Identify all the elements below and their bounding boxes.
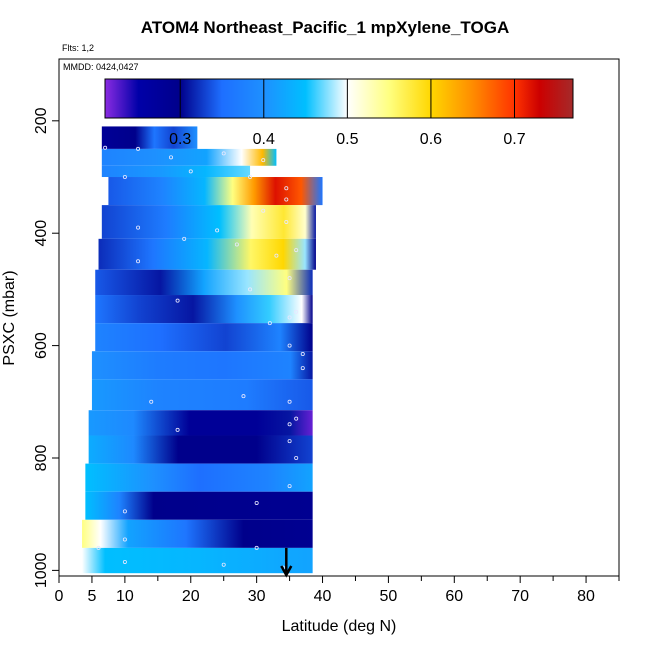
sample-point xyxy=(168,155,173,160)
sample-point xyxy=(300,366,305,371)
heatmap-row xyxy=(101,126,198,149)
sample-point xyxy=(300,352,305,357)
y-tick-label: 1000 xyxy=(33,552,50,588)
flights-label: Flts: 1,2 xyxy=(62,43,95,53)
heatmap-row xyxy=(98,238,316,270)
latitude-arrow xyxy=(280,547,293,578)
heatmap-row xyxy=(101,205,316,239)
sample-point xyxy=(122,559,127,564)
x-axis: 0 5 10 20 30 40 50 60 70 80 xyxy=(55,576,620,605)
chart-title: ATOM4 Northeast_Pacific_1 mpXylene_TOGA xyxy=(140,18,510,37)
sample-point xyxy=(284,219,289,224)
sample-point xyxy=(261,158,266,163)
heatmap-layer xyxy=(82,126,323,574)
x-tick-label: 80 xyxy=(577,588,595,605)
sample-point xyxy=(122,175,127,180)
colorbar-gradient xyxy=(104,78,574,119)
sample-point xyxy=(188,169,193,174)
heatmap-row xyxy=(88,410,313,436)
x-tick-label: 50 xyxy=(380,588,398,605)
x-tick-label: 70 xyxy=(511,588,529,605)
sample-point xyxy=(122,537,127,542)
colorbar-tick-label: 0.6 xyxy=(420,131,442,148)
heatmap-row xyxy=(101,148,277,166)
y-tick-label: 800 xyxy=(33,445,50,472)
sample-point xyxy=(175,427,180,432)
heatmap-row xyxy=(101,165,251,178)
sample-point xyxy=(287,484,292,489)
sample-point xyxy=(284,186,289,191)
colorbar-tick-label: 0.3 xyxy=(169,131,191,148)
y-axis: 200 400 600 800 1000 xyxy=(33,107,59,588)
sample-point xyxy=(103,145,108,150)
dates-label: MMDD: 0424,0427 xyxy=(63,62,139,72)
sample-points-layer xyxy=(96,145,305,570)
x-tick-label: 60 xyxy=(445,588,463,605)
sample-point xyxy=(294,248,299,253)
sample-point xyxy=(182,236,187,241)
sample-point xyxy=(248,287,253,292)
sample-point xyxy=(294,416,299,421)
colorbar-tick-label: 0.5 xyxy=(336,131,358,148)
colorbar-tick-label: 0.4 xyxy=(253,131,275,148)
sample-point xyxy=(215,228,220,233)
sample-point xyxy=(254,545,259,550)
sample-point xyxy=(287,276,292,281)
y-tick-label: 600 xyxy=(33,332,50,359)
sample-point xyxy=(287,343,292,348)
sample-point xyxy=(267,321,272,326)
heatmap-row xyxy=(88,435,313,464)
sample-point xyxy=(122,509,127,514)
heatmap-row xyxy=(85,491,313,520)
sample-point xyxy=(294,455,299,460)
heatmap-row xyxy=(82,547,313,574)
sample-point xyxy=(261,208,266,213)
sample-point xyxy=(175,298,180,303)
x-tick-label: 0 xyxy=(55,588,64,605)
arrow-head xyxy=(280,565,293,578)
heatmap-row xyxy=(95,295,313,324)
x-tick-label: 40 xyxy=(314,588,332,605)
heatmap-row xyxy=(85,463,313,492)
x-axis-label: Latitude (deg N) xyxy=(282,618,397,635)
heatmap-row xyxy=(82,519,313,548)
sample-point xyxy=(287,439,292,444)
sample-point xyxy=(248,175,253,180)
sample-point xyxy=(221,562,226,567)
sample-point xyxy=(284,197,289,202)
sample-point xyxy=(136,225,141,230)
sample-point xyxy=(274,253,279,258)
sample-point xyxy=(149,399,154,404)
y-tick-label: 200 xyxy=(33,107,50,134)
x-tick-label: 20 xyxy=(182,588,200,605)
y-tick-label: 400 xyxy=(33,220,50,247)
sample-point xyxy=(254,500,259,505)
colorbar: 0.3 0.4 0.5 0.6 0.7 xyxy=(104,78,574,148)
heatmap-row xyxy=(108,177,323,206)
sample-point xyxy=(287,422,292,427)
sample-point xyxy=(136,259,141,264)
sample-point xyxy=(136,146,141,151)
heatmap-row xyxy=(95,323,313,352)
sample-point xyxy=(241,394,246,399)
sample-point xyxy=(287,315,292,320)
sample-point xyxy=(287,399,292,404)
x-tick-label: 10 xyxy=(116,588,134,605)
sample-point xyxy=(221,151,226,156)
x-tick-label: 30 xyxy=(248,588,266,605)
heatmap-row xyxy=(91,379,313,411)
sample-point xyxy=(234,242,239,247)
x-tick-label: 5 xyxy=(87,588,96,605)
heatmap-row xyxy=(91,351,313,380)
y-axis-label: PSXC (mbar) xyxy=(1,270,18,365)
sample-point xyxy=(96,545,101,550)
colorbar-tick-label: 0.7 xyxy=(503,131,525,148)
sample-point xyxy=(294,309,299,314)
heatmap-row xyxy=(95,269,313,296)
plot-frame xyxy=(58,58,620,577)
